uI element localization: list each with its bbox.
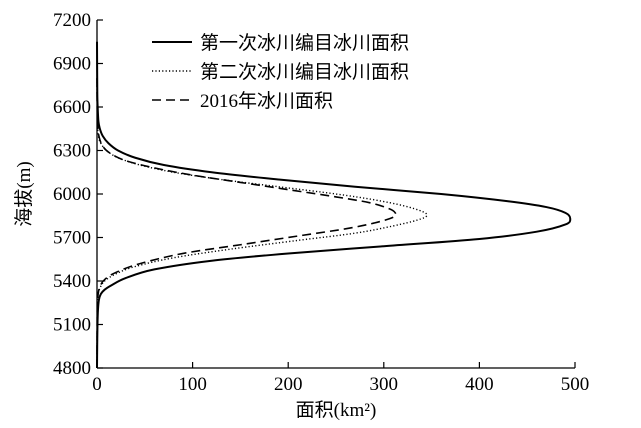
x-tick-label: 400 <box>465 374 494 395</box>
y-tick-label: 6600 <box>53 97 91 118</box>
series <box>96 41 572 369</box>
y-tick-label: 6000 <box>53 184 91 205</box>
ticks: 4800 5100 5400 5700 6000 6300 6600 6900 7200 0 100… <box>53 10 589 395</box>
series-line-2 <box>96 77 428 369</box>
x-tick-label: 500 <box>561 374 590 395</box>
x-tick-label: 100 <box>178 374 207 395</box>
x-tick-label: 200 <box>274 374 303 395</box>
y-tick-label: 6900 <box>53 54 91 75</box>
legend-label-1: 第一次冰川编目冰川面积 <box>200 32 409 54</box>
y-tick-label: 4800 <box>53 358 91 379</box>
x-axis-label: 面积(km²) <box>296 399 377 421</box>
series-line-3 <box>96 77 397 369</box>
x-tick-label: 0 <box>92 374 102 395</box>
legend-label-3: 2016年冰川面积 <box>200 90 333 112</box>
series-line-1 <box>96 41 572 369</box>
y-tick-label: 6300 <box>53 141 91 162</box>
y-tick-label: 5700 <box>53 228 91 249</box>
y-axis-label: 海拔(m) <box>13 161 35 226</box>
x-tick-label: 300 <box>370 374 399 395</box>
y-tick-label: 7200 <box>53 10 91 31</box>
y-tick-label: 5400 <box>53 271 91 292</box>
y-tick-label: 5100 <box>53 315 91 336</box>
legend-label-2: 第二次冰川编目冰川面积 <box>200 61 409 83</box>
